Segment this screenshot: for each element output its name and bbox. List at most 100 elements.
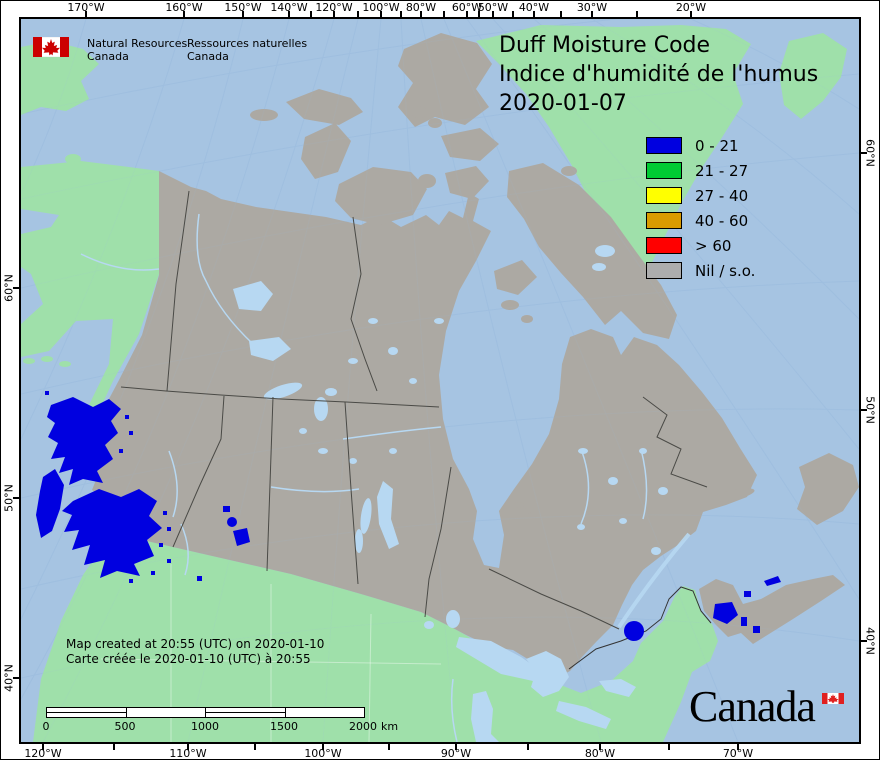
island-anticosti: [711, 488, 755, 502]
scalebar-unit: km: [381, 720, 399, 733]
signature-en-line2: Canada: [87, 50, 129, 63]
dmc-alberta-2: [227, 517, 237, 527]
island-southampton: [494, 260, 537, 295]
dmc-bc-north-coast: [47, 397, 121, 485]
axis-label-top: 140°W: [270, 1, 308, 14]
scale-segment: [285, 708, 364, 717]
axis-tick-top-minor: [560, 11, 562, 17]
axis-label-top: 60°W: [451, 1, 483, 14]
axis-tick-left: [13, 497, 19, 499]
legend-swatch: [646, 237, 682, 254]
dmc-nova-scotia-4: [753, 626, 760, 633]
axis-label-bottom: 100°W: [304, 747, 342, 760]
axis-tick-top-minor: [400, 11, 402, 17]
scale-bar: [46, 707, 365, 718]
legend-label: 27 - 40: [695, 187, 749, 205]
axis-tick-top-minor: [443, 11, 445, 17]
axis-label-bottom: 70°W: [722, 747, 754, 760]
legend-swatch: [646, 137, 682, 154]
legend-label: > 60: [695, 237, 732, 255]
signature-en-line1: Natural Resources: [87, 37, 188, 50]
axis-label-bottom: 90°W: [440, 747, 472, 760]
island-devon: [441, 128, 499, 161]
axis-tick-top: [420, 11, 422, 17]
axis-tick-bottom-minor: [388, 744, 390, 750]
axis-tick-top: [242, 11, 244, 17]
lake-erie: [556, 701, 611, 729]
axis-tick-top-minor: [478, 11, 480, 17]
axis-label-top: 120°W: [315, 1, 353, 14]
legend-label: 21 - 27: [695, 162, 749, 180]
axis-label-bottom: 110°W: [169, 747, 207, 760]
axis-tick-top: [183, 11, 185, 17]
axis-tick-bottom: [322, 744, 324, 750]
island-victoria: [335, 167, 427, 225]
axis-label-bottom: 80°W: [584, 747, 616, 760]
scalebar-label: 0: [42, 720, 50, 733]
note-french: Carte créée le 2020-01-10 (UTC) à 20:55: [66, 652, 311, 666]
axis-tick-bottom-minor: [668, 744, 670, 750]
axis-tick-bottom: [737, 744, 739, 750]
axis-tick-bottom: [187, 744, 189, 750]
axis-tick-top: [591, 11, 593, 17]
axis-tick-bottom: [455, 744, 457, 750]
axis-tick-bottom: [42, 744, 44, 750]
lake-superior: [456, 637, 541, 681]
scalebar-label: 500: [114, 720, 136, 733]
canada-flag-icon: [32, 36, 70, 61]
axis-tick-top: [492, 11, 494, 17]
axis-label-top: 30°W: [576, 1, 608, 14]
legend-label: Nil / s.o.: [695, 262, 756, 280]
axis-tick-top-minor: [310, 11, 312, 17]
map-canvas: [19, 17, 861, 744]
land-alaska: [21, 161, 159, 411]
title-english: Duff Moisture Code: [499, 33, 711, 58]
scalebar-label: 1000: [191, 720, 219, 733]
scalebar-label: 1500: [270, 720, 298, 733]
dmc-bc-south-coast: [62, 489, 162, 578]
legend-label: 40 - 60: [695, 212, 749, 230]
axis-tick-top: [333, 11, 335, 17]
axis-tick-top: [690, 11, 692, 17]
axis-label-top: 100°W: [362, 1, 400, 14]
axis-label-top: 80°W: [405, 1, 437, 14]
scalebar-label: 2000: [349, 720, 377, 733]
axis-tick-top: [380, 11, 382, 17]
signature-french: Ressources naturelles Canada: [187, 37, 307, 63]
axis-tick-top: [288, 11, 290, 17]
title-french: Indice d'humidité de l'humus: [499, 62, 819, 87]
land-greenland: [476, 25, 751, 299]
island-newfoundland: [797, 453, 859, 525]
dmc-alberta-3: [233, 528, 250, 546]
axis-tick-top-minor: [636, 11, 638, 17]
dmc-new-brunswick: [713, 602, 738, 624]
lake-huron: [526, 651, 569, 697]
axis-label-bottom: 120°W: [24, 747, 62, 760]
lake-great-slave: [249, 337, 291, 361]
dmc-alberta-4: [197, 576, 202, 581]
axis-label-top: 40°W: [518, 1, 550, 14]
legend-swatch: [646, 187, 682, 204]
axis-tick-left: [13, 677, 19, 679]
axis-label-top: 50°W: [477, 1, 509, 14]
lake-michigan: [471, 691, 499, 742]
title-date: 2020-01-07: [499, 91, 627, 116]
dmc-nova-scotia-2: [744, 591, 751, 597]
legend-swatch: [646, 162, 682, 179]
axis-label-top: 160°W: [165, 1, 203, 14]
note-english: Map created at 20:55 (UTC) on 2020-01-10: [66, 637, 325, 651]
region-maritimes: [699, 575, 845, 644]
axis-label-top: 20°W: [675, 1, 707, 14]
axis-label-top: 170°W: [67, 1, 105, 14]
axis-tick-bottom-minor: [527, 744, 529, 750]
axis-tick-right: [861, 409, 867, 411]
dmc-haida-gwaii: [36, 469, 64, 538]
axis-tick-bottom: [599, 744, 601, 750]
axis-label-top: 150°W: [224, 1, 262, 14]
inland-water: [233, 245, 668, 742]
axis-tick-top-minor: [357, 11, 359, 17]
dmc-nova-scotia-3: [741, 617, 747, 626]
axis-tick-bottom-minor: [113, 744, 115, 750]
map-title: Duff Moisture Code Indice d'humidité de …: [499, 31, 818, 118]
